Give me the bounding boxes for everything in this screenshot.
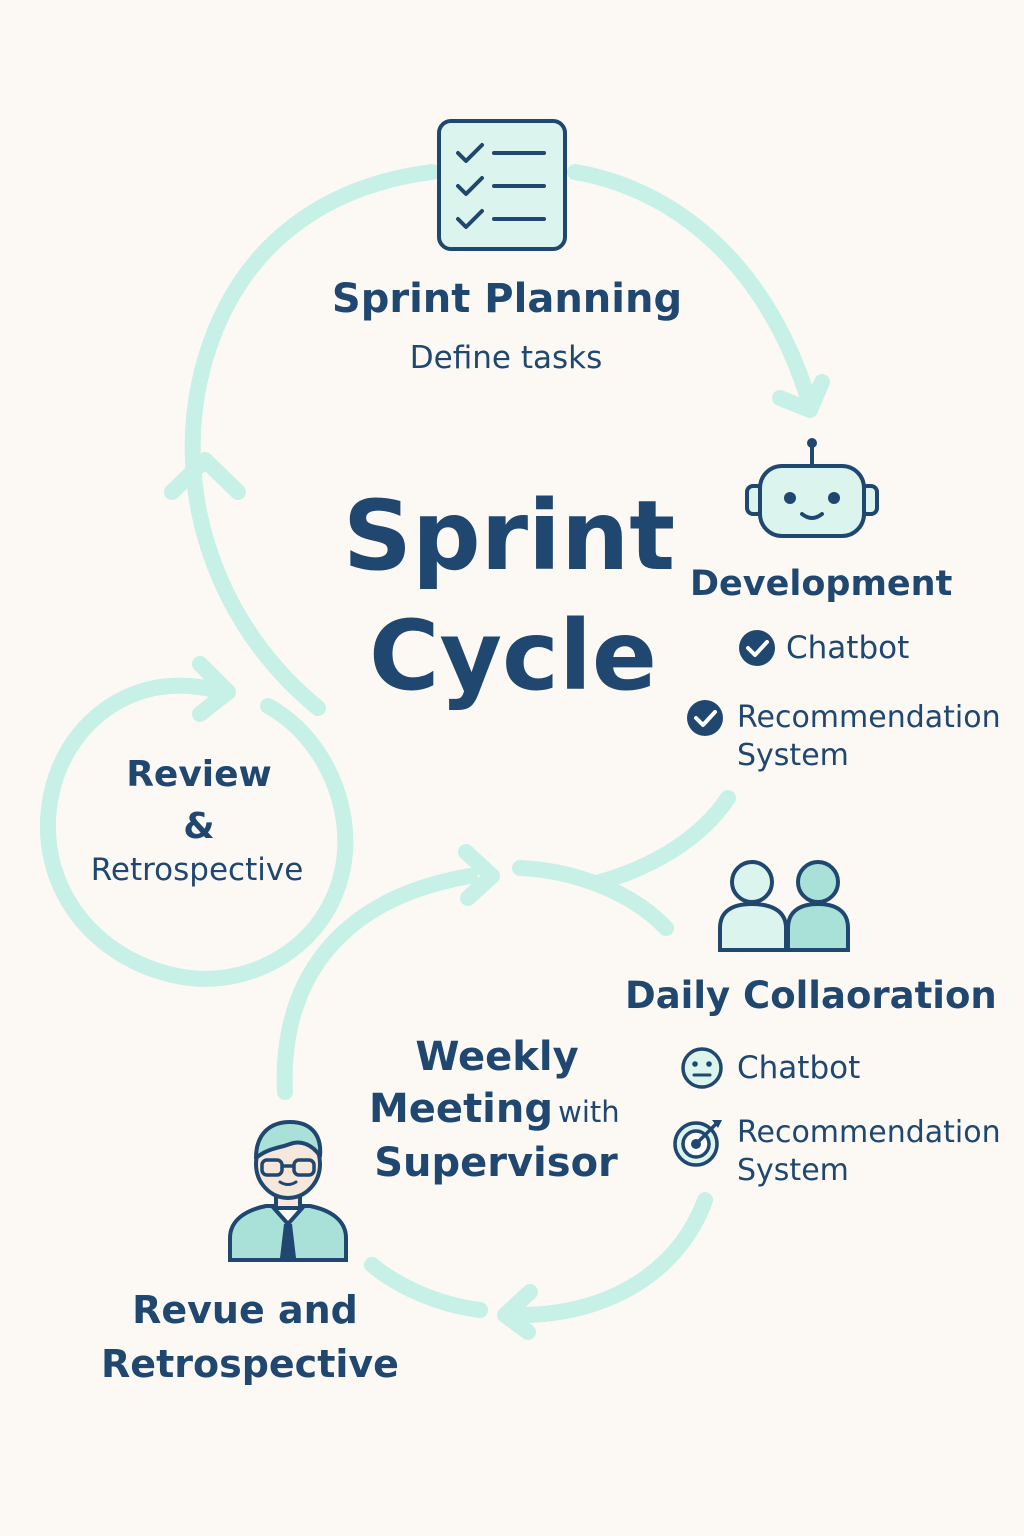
revue-line2: Retrospective (101, 1342, 399, 1386)
arrowhead-review-right (192, 656, 236, 722)
arrow-planning-to-development (567, 164, 818, 413)
arrowhead-left-up (164, 452, 246, 500)
development-item-recommendation-line1: Recommendation (737, 700, 1001, 735)
development-item-chatbot: Chatbot (786, 630, 910, 666)
daily-item-chatbot: Chatbot (737, 1050, 861, 1086)
center-title-line1: Sprint (342, 480, 676, 592)
revue-line1: Revue and (132, 1288, 358, 1332)
arrowhead-bottom-left (497, 1284, 538, 1340)
arrowhead-down-right (772, 374, 830, 418)
development-title: Development (690, 564, 953, 604)
arrow-daily-to-weekly (512, 1192, 713, 1323)
arrowhead-center-right (458, 844, 500, 906)
center-title-line2: Cycle (369, 600, 657, 712)
weekly-line2-main: Meeting (369, 1086, 554, 1132)
review-circle (39, 677, 354, 987)
arrow-development-to-daily (592, 790, 736, 890)
review-line2: & (183, 806, 215, 847)
supervisor-icon (228, 1120, 348, 1262)
development-item-recommendation-line2: System (737, 738, 849, 773)
robot-icon (745, 438, 879, 538)
neutral-face-icon (681, 1047, 723, 1089)
review-line1: Review (126, 754, 272, 795)
check-circle-icon (687, 700, 723, 736)
arrow-weekly-to-center (276, 868, 478, 1100)
weekly-line2: Meeting with (369, 1086, 620, 1132)
arrow-center-line (512, 860, 674, 936)
sprint-planning-subtitle: Define tasks (409, 340, 603, 376)
team-icon (718, 860, 850, 952)
arrow-review-to-planning (184, 164, 440, 716)
check-circle-icon (739, 630, 775, 666)
weekly-line1: Weekly (415, 1034, 579, 1080)
checklist-icon (437, 119, 567, 251)
arrow-bottom-left-segment (364, 1257, 488, 1318)
weekly-line3: Supervisor (374, 1140, 618, 1186)
weekly-line2-small: with (558, 1095, 620, 1129)
daily-item-recommendation-line2: System (737, 1153, 849, 1188)
daily-title: Daily Collaoration (625, 974, 997, 1017)
sprint-planning-title: Sprint Planning (331, 276, 683, 322)
target-icon (673, 1120, 722, 1167)
daily-item-recommendation-line1: Recommendation (737, 1115, 1001, 1150)
review-line3: Retrospective (90, 852, 304, 888)
